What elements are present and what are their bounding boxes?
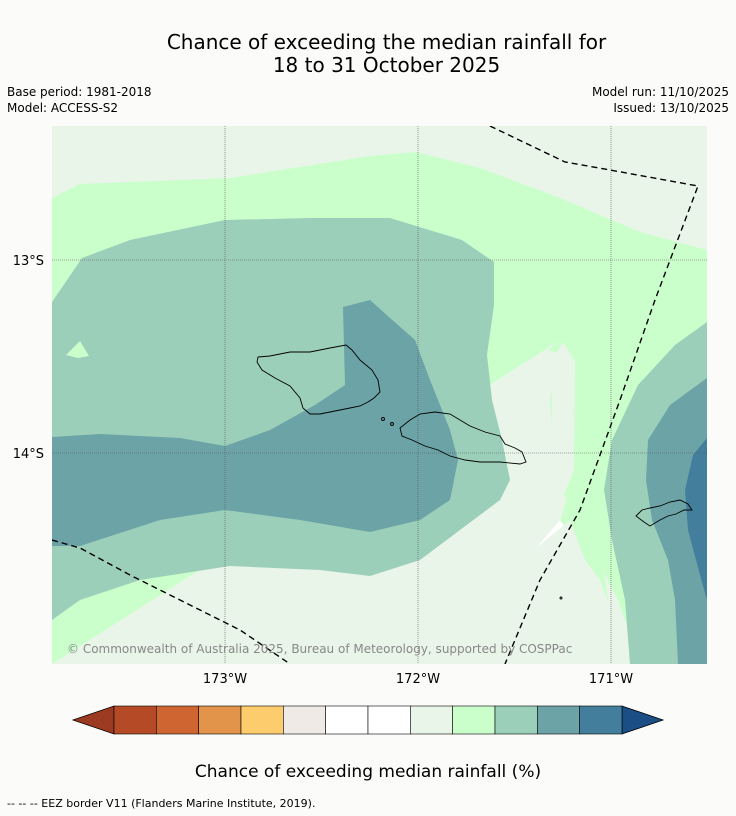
upolu-island [399, 411, 527, 465]
map-figure: 13°S 14°S 173°W 172°W 171°W © Commonweal… [13, 126, 707, 740]
colorbar-segment [537, 705, 580, 735]
colorbar-segment [240, 705, 284, 735]
colorbar-segment [156, 705, 199, 735]
eez-footnote: -- -- -- EEZ border V11 (Flanders Marine… [7, 797, 316, 810]
colorbar-segment [410, 705, 453, 735]
rainfall-probability-field [52, 126, 707, 664]
samoa-islands [256, 344, 693, 600]
manono-islet [381, 417, 385, 421]
copyright-notice: © Commonwealth of Australia 2025, Bureau… [67, 642, 572, 656]
colorbar-segment [198, 705, 242, 735]
meta-right: Model run: 11/10/2025 Issued: 13/10/2025 [592, 84, 729, 116]
band-75-80-east [685, 438, 707, 600]
colorbar-tick-label: 35 [231, 738, 250, 740]
lon-label-171w: 171°W [589, 672, 633, 687]
band-70-75-west [52, 300, 458, 546]
colorbar-tick-label: 80 [612, 738, 631, 740]
colorbar-tick-label: 55 [401, 738, 420, 740]
base-period-text: Base period: 1981-2018 [7, 85, 152, 99]
title-line-2: 18 to 31 October 2025 [272, 53, 501, 77]
colorbar: 20 25 30 35 40 45 50 55 60 65 70 75 80 [71, 705, 665, 740]
model-text: Model: ACCESS-S2 [7, 101, 119, 115]
tutuila-island [635, 499, 693, 527]
colorbar-segment [452, 705, 496, 735]
apolima-islet [390, 422, 394, 426]
colorbar-segment [283, 705, 326, 735]
colorbar-tick-label: 20 [104, 738, 123, 740]
colorbar-label: Chance of exceeding median rainfall (%) [194, 762, 542, 782]
graticule [52, 126, 707, 664]
band-55-60-south [380, 520, 615, 664]
colorbar-segment [367, 705, 411, 735]
issued-text: Issued: 13/10/2025 [613, 101, 729, 115]
colorbar-segment [579, 705, 623, 735]
colorbar-tick-label: 70 [528, 738, 547, 740]
lon-label-173w: 173°W [203, 672, 247, 687]
rose-atoll [559, 596, 563, 600]
band-55-60-sliver [552, 342, 574, 500]
lat-label-14s: 14°S [13, 447, 44, 462]
eez-border [52, 126, 699, 664]
lat-label-13s: 13°S [13, 254, 44, 269]
model-run-text: Model run: 11/10/2025 [591, 85, 729, 99]
meta-left: Base period: 1981-2018 Model: ACCESS-S2 [7, 84, 152, 116]
colorbar-tick-label: 45 [316, 738, 335, 740]
colorbar-tick-label: 30 [189, 738, 208, 740]
colorbar-tick-label: 65 [485, 738, 504, 740]
band-70-75-east [646, 378, 707, 664]
colorbar-tick-label: 50 [358, 738, 377, 740]
colorbar-tick-label: 60 [443, 738, 462, 740]
chart-title: Chance of exceeding the median rainfall … [0, 31, 736, 77]
savaii-island [256, 344, 381, 415]
title-line-1: Chance of exceeding the median rainfall … [166, 30, 607, 54]
lon-label-172w: 172°W [396, 672, 440, 687]
colorbar-segment [325, 705, 369, 735]
band-60-65-notch [66, 341, 89, 358]
colorbar-under-extend [71, 705, 115, 735]
colorbar-tick-label: 40 [274, 738, 293, 740]
colorbar-segment [113, 705, 157, 735]
colorbar-over-extend [621, 705, 665, 735]
colorbar-segment [494, 705, 538, 735]
colorbar-tick-label: 75 [570, 738, 589, 740]
colorbar-tick-label: 25 [147, 738, 166, 740]
